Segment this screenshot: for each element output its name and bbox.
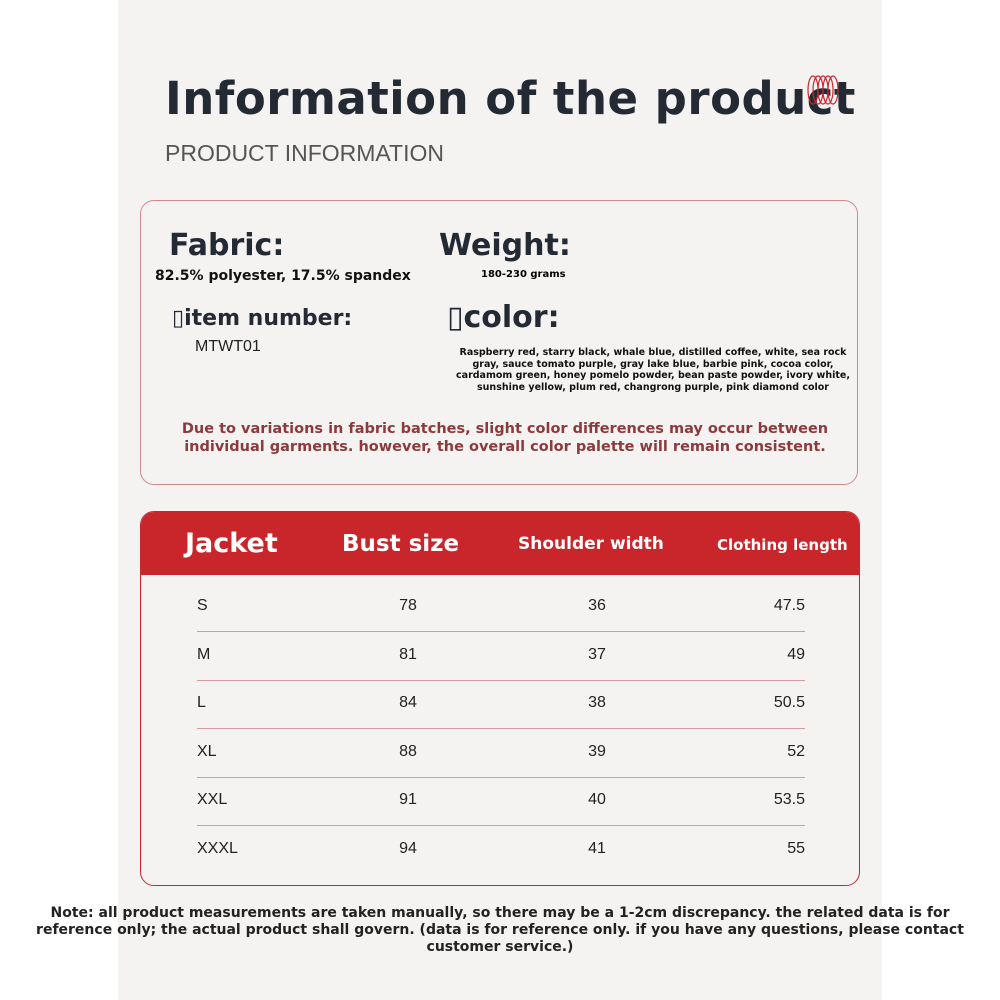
size-cell: XXL [197, 791, 228, 809]
length-cell: 53.5 [773, 791, 805, 809]
coil-decoration-icon [807, 75, 839, 105]
shoulder-cell: 36 [588, 597, 606, 614]
bust-cell: 78 [399, 597, 417, 614]
weight-value: 180-230 grams [481, 269, 566, 280]
header-length: Clothing length [717, 536, 848, 554]
bust-cell: 91 [399, 791, 417, 809]
color-notice: Due to variations in fabric batches, sli… [181, 421, 829, 455]
shoulder-cell: 37 [588, 645, 606, 663]
item-number-value: MTWT01 [195, 338, 261, 355]
table-row: S 78 36 47.5 [197, 583, 805, 632]
length-cell: 52 [787, 742, 805, 760]
table-row: XXXL 94 41 55 [197, 826, 805, 874]
table-row: L 84 38 50.5 [197, 680, 805, 730]
length-cell: 55 [787, 840, 805, 857]
shoulder-cell: 38 [588, 694, 606, 712]
shoulder-cell: 41 [588, 840, 606, 857]
table-row: XL 88 39 52 [197, 729, 805, 778]
table-header: Jacket Bust size Shoulder width Clothing… [141, 512, 859, 575]
size-cell: XXXL [197, 840, 238, 857]
size-cell: L [197, 694, 206, 712]
header-shoulder: Shoulder width [518, 534, 664, 554]
header-jacket: Jacket [185, 528, 278, 559]
shoulder-cell: 40 [588, 791, 606, 809]
item-number-label: ▯item number: [172, 306, 353, 331]
page-subtitle: PRODUCT INFORMATION [165, 140, 444, 166]
bust-cell: 81 [399, 645, 417, 663]
color-value: Raspberry red, starry black, whale blue,… [456, 347, 850, 393]
bust-cell: 88 [399, 742, 417, 760]
length-cell: 49 [787, 645, 805, 663]
shoulder-cell: 39 [588, 742, 606, 760]
size-cell: M [197, 645, 211, 663]
header-bust: Bust size [342, 531, 460, 557]
footnote: Note: all product measurements are taken… [36, 905, 964, 955]
weight-label: Weight: [439, 228, 571, 263]
page-title: Information of the product [165, 72, 856, 125]
size-cell: S [197, 597, 208, 614]
table-row: XXL 91 40 53.5 [197, 777, 805, 827]
length-cell: 50.5 [773, 694, 805, 712]
bust-cell: 84 [399, 694, 417, 712]
size-cell: XL [197, 742, 217, 760]
bust-cell: 94 [399, 840, 417, 857]
length-cell: 47.5 [773, 597, 805, 614]
product-info-box [140, 200, 858, 485]
color-label: ▯color: [447, 300, 560, 335]
size-table: Jacket Bust size Shoulder width Clothing… [140, 511, 860, 886]
fabric-value: 82.5% polyester, 17.5% spandex [155, 268, 411, 284]
fabric-label: Fabric: [169, 228, 285, 263]
table-row: M 81 37 49 [197, 632, 805, 681]
